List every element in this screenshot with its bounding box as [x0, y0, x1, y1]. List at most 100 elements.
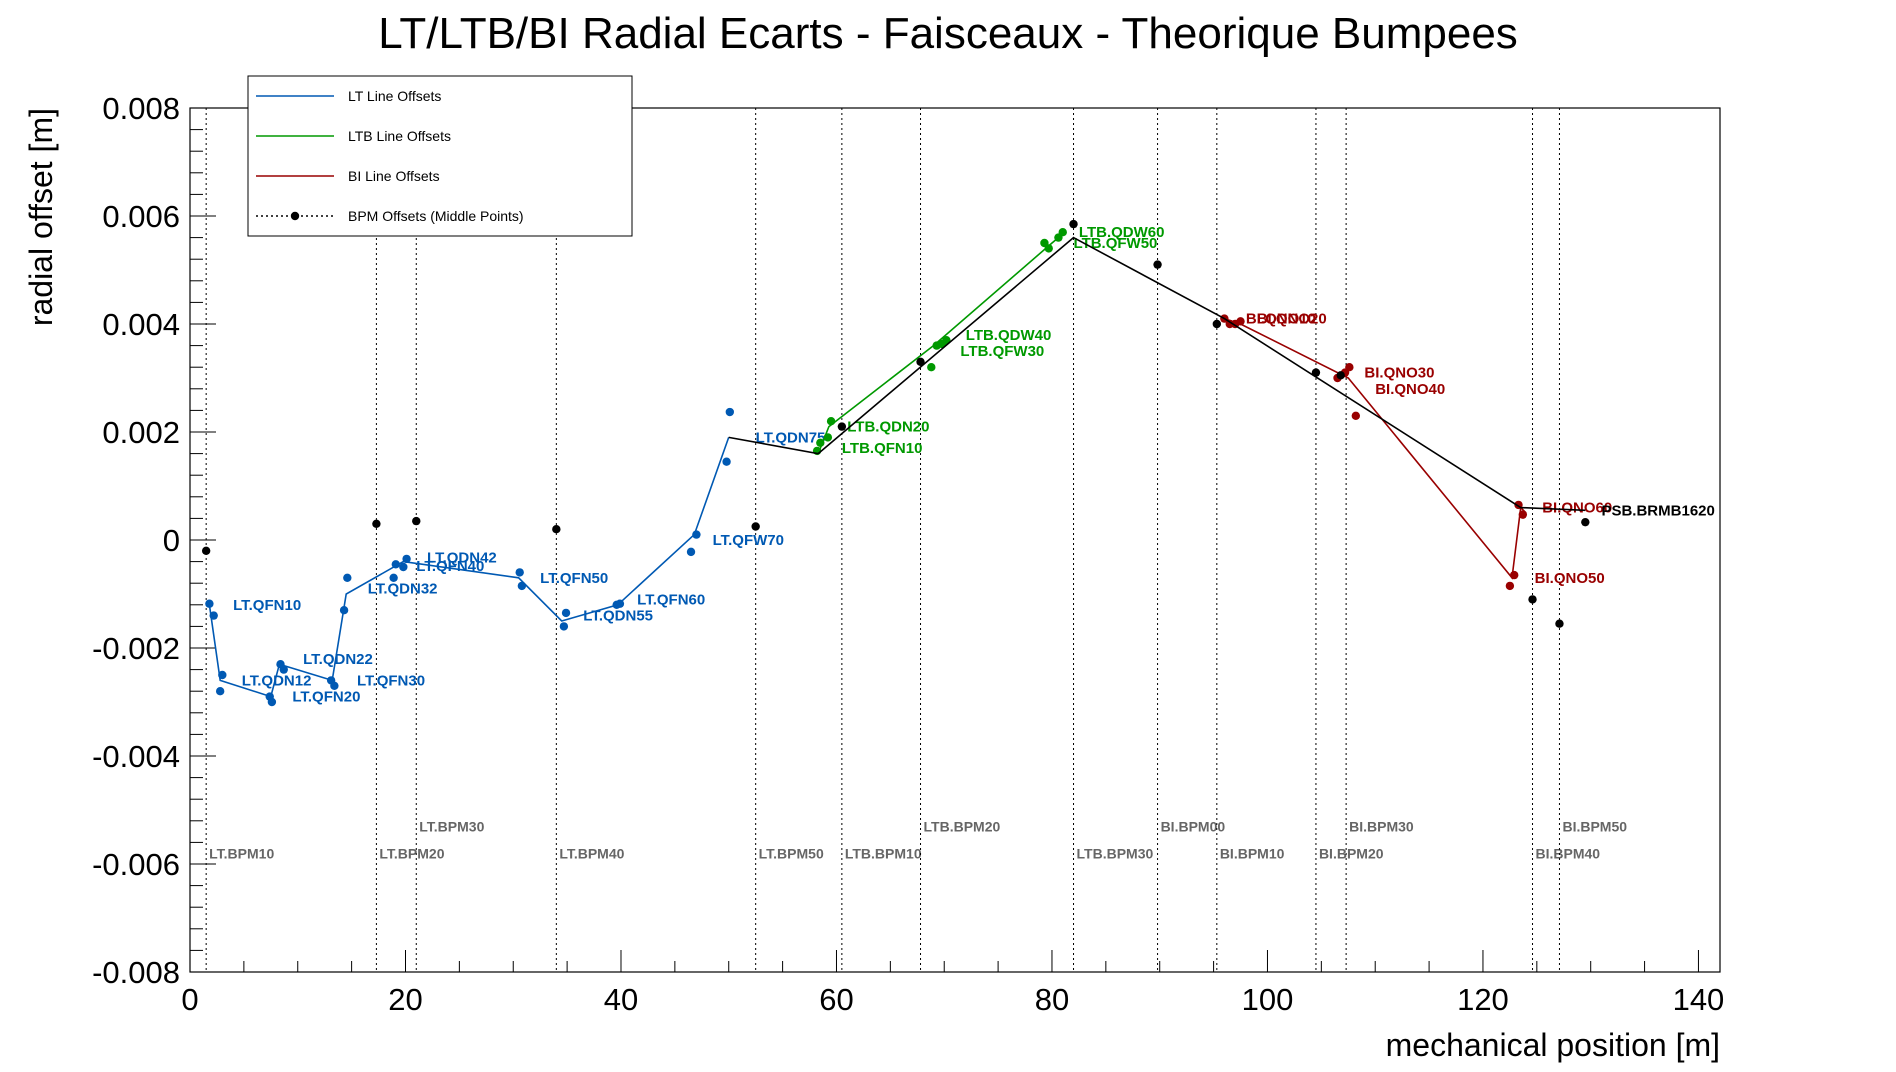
element-label: LT.QFN50 [540, 570, 608, 587]
data-point [209, 611, 218, 620]
data-point [1518, 510, 1528, 519]
data-point [837, 422, 847, 431]
legend-label: LTB Line Offsets [348, 128, 451, 144]
data-point [1058, 228, 1067, 237]
data-point [725, 407, 735, 417]
data-point [561, 608, 571, 618]
legend-marker [290, 211, 300, 221]
element-label: BI.QNO20 [1257, 311, 1327, 328]
y-tick-label: 0 [163, 523, 180, 558]
element-label: LT.QFN30 [357, 672, 425, 689]
x-tick-label: 80 [1035, 982, 1069, 1017]
bpm-label: BI.BPM50 [1562, 819, 1627, 835]
x-tick-label: 20 [388, 982, 422, 1017]
data-point [201, 546, 211, 555]
element-label: LTB.QDW60 [1079, 224, 1165, 241]
series-line [728, 236, 1586, 512]
data-point [412, 516, 421, 526]
chart-title: LT/LTB/BI Radial Ecarts - Faisceaux - Th… [378, 9, 1518, 58]
y-tick-label: -0.006 [92, 847, 180, 882]
data-point [279, 665, 288, 674]
bpm-label: LTB.BPM20 [924, 819, 1001, 835]
y-tick-label: 0.002 [102, 415, 180, 450]
data-point [517, 581, 527, 591]
data-point [1555, 619, 1564, 628]
data-point [391, 560, 400, 569]
data-point [218, 670, 227, 680]
data-point [823, 433, 833, 442]
legend-box [247, 75, 633, 237]
element-label: LTB.QFN10 [842, 440, 923, 457]
y-tick-label: 0.008 [102, 91, 180, 126]
data-point [916, 357, 925, 366]
data-point [205, 599, 214, 608]
data-point [1528, 595, 1537, 604]
data-point [1510, 570, 1519, 580]
data-point [389, 573, 398, 582]
legend-label: LT Line Offsets [348, 88, 441, 104]
element-label: LT.QDN32 [368, 581, 438, 598]
element-label: LT.QFN40 [416, 558, 484, 575]
legend-label: BI Line Offsets [348, 168, 440, 184]
data-point [552, 525, 561, 534]
data-point [826, 417, 836, 426]
element-label: LTB.QFW50 [1074, 235, 1158, 252]
series-line [1224, 317, 1527, 580]
bpm-label: BI.BPM10 [1220, 846, 1285, 862]
data-point [927, 363, 936, 372]
x-tick-label: 0 [181, 982, 198, 1017]
y-tick-label: -0.008 [92, 955, 180, 990]
y-tick-label: 0.006 [102, 199, 180, 234]
bpm-label: BI.BPM00 [1161, 819, 1226, 835]
bpm-label: LT.BPM40 [559, 846, 624, 862]
element-label: LTB.QFW30 [960, 343, 1044, 360]
data-point [1351, 411, 1361, 420]
legend-label: BPM Offsets (Middle Points) [348, 208, 524, 224]
data-point [1581, 517, 1590, 527]
element-label: LTB.QDW40 [966, 327, 1052, 344]
data-point [215, 687, 225, 696]
element-label: LT.QDN55 [583, 608, 653, 625]
data-point [559, 622, 569, 631]
data-point [1345, 363, 1354, 372]
plot-frame [189, 107, 1721, 973]
y-axis-title: radial offset [m] [23, 108, 59, 326]
y-tick-label: 0.004 [102, 307, 180, 342]
data-point [1044, 244, 1053, 253]
y-tick-label: -0.002 [92, 631, 180, 666]
bpm-label: BI.BPM30 [1349, 819, 1414, 835]
x-tick-label: 120 [1457, 982, 1509, 1017]
data-point [267, 697, 277, 707]
bpm-label: LT.BPM30 [419, 819, 484, 835]
data-point [1505, 581, 1515, 591]
element-label: BI.QNO50 [1535, 570, 1605, 587]
x-tick-label: 40 [604, 982, 638, 1017]
data-point [751, 522, 760, 531]
data-point [402, 554, 411, 564]
data-point [1311, 368, 1321, 377]
element-label: LT.QDN22 [303, 651, 373, 668]
bpm-label: LT.BPM10 [209, 846, 274, 862]
x-tick-label: 60 [819, 982, 853, 1017]
data-point [399, 562, 408, 572]
data-point [692, 530, 701, 539]
x-axis-title: mechanical position [m] [1386, 1027, 1720, 1063]
element-label: PSB.BRMB1620 [1601, 502, 1714, 519]
element-label: LT.QFN10 [233, 597, 301, 614]
series-line [208, 437, 730, 698]
element-label: BI.QNO30 [1364, 365, 1434, 382]
element-label: LT.QFW70 [713, 532, 784, 549]
data-point [1236, 317, 1245, 326]
data-point [615, 599, 625, 608]
data-point [1153, 260, 1162, 269]
data-point [942, 336, 951, 345]
data-point [722, 457, 731, 466]
bpm-label: LTB.BPM30 [1077, 846, 1154, 862]
bpm-label: LTB.BPM10 [845, 846, 922, 862]
data-point [330, 681, 339, 690]
bpm-label: LT.BPM50 [759, 846, 824, 862]
data-point [372, 519, 381, 528]
bpm-label: BI.BPM20 [1319, 846, 1384, 862]
element-label: BI.QNO10 [1246, 311, 1316, 328]
